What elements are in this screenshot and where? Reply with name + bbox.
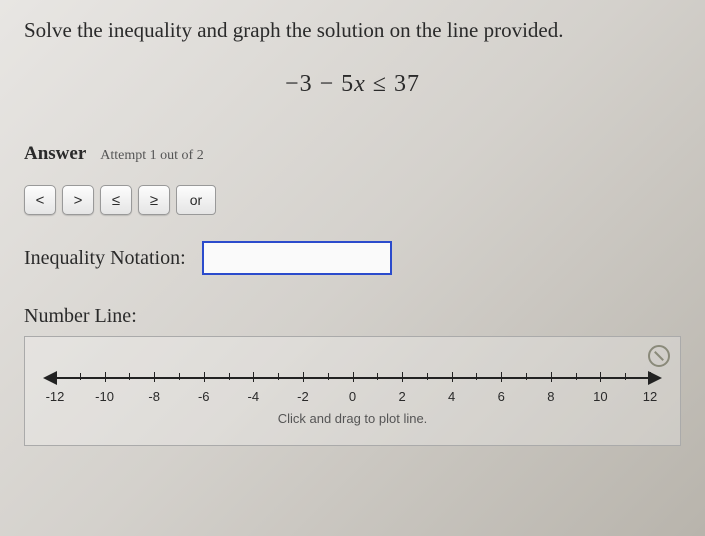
tick: [625, 373, 626, 380]
tick: [402, 372, 403, 382]
tick: [129, 373, 130, 380]
greater-equal-button[interactable]: ≥: [138, 185, 170, 215]
numberline-area[interactable]: -12 -10 -8 -6 -4 -2 0 2 4 6 8 10 12 Click and drag t…: [24, 336, 681, 446]
tick: [278, 373, 279, 380]
eq-variable: x: [354, 71, 366, 97]
tick-label: 4: [448, 389, 455, 404]
numberline-axis: [55, 377, 650, 379]
tick: [551, 372, 552, 382]
eq-relation: ≤: [366, 71, 394, 97]
tick: [452, 372, 453, 382]
tick-label: -10: [95, 389, 114, 404]
tick-label: 0: [349, 389, 356, 404]
symbol-button-row: < > ≤ ≥ or: [24, 185, 681, 215]
tick-label: -6: [198, 389, 210, 404]
tick: [476, 373, 477, 380]
notation-row: Inequality Notation:: [24, 241, 681, 275]
answer-header: Answer Attempt 1 out of 2: [24, 143, 681, 165]
tick: [526, 373, 527, 380]
tick-label: 2: [398, 389, 405, 404]
tick-label: -2: [297, 389, 309, 404]
tick: [154, 372, 155, 382]
tick: [328, 373, 329, 380]
tick-container: [55, 372, 650, 382]
eq-rhs: 37: [394, 71, 420, 97]
tick: [303, 372, 304, 382]
tick-label: -12: [46, 389, 65, 404]
tick: [204, 372, 205, 382]
tick: [55, 372, 56, 382]
tick-label: 10: [593, 389, 607, 404]
less-equal-button[interactable]: ≤: [100, 185, 132, 215]
greater-than-button[interactable]: >: [62, 185, 94, 215]
reset-icon[interactable]: [648, 345, 670, 367]
notation-label: Inequality Notation:: [24, 247, 186, 270]
tick: [80, 373, 81, 380]
less-than-button[interactable]: <: [24, 185, 56, 215]
eq-lhs: −3 − 5: [285, 71, 354, 97]
tick-label: -8: [148, 389, 160, 404]
tick-labels: -12-10-8-6-4-2024681012: [55, 389, 650, 407]
tick: [377, 373, 378, 380]
numberline-hint: Click and drag to plot line.: [25, 411, 680, 426]
tick-label: 6: [498, 389, 505, 404]
tick: [229, 373, 230, 380]
notation-input[interactable]: [202, 241, 392, 275]
or-button[interactable]: or: [176, 185, 216, 215]
tick: [576, 373, 577, 380]
answer-label: Answer: [24, 143, 86, 165]
tick: [650, 372, 651, 382]
tick: [353, 372, 354, 382]
tick-label: 8: [547, 389, 554, 404]
question-prompt: Solve the inequality and graph the solut…: [24, 18, 681, 43]
attempt-text: Attempt 1 out of 2: [100, 148, 203, 164]
tick: [600, 372, 601, 382]
inequality-expression: −3 − 5x ≤ 37: [24, 71, 681, 98]
tick: [105, 372, 106, 382]
tick: [501, 372, 502, 382]
tick-label: -4: [248, 389, 260, 404]
tick: [253, 372, 254, 382]
numberline-label: Number Line:: [24, 305, 681, 328]
tick: [179, 373, 180, 380]
tick-label: 12: [643, 389, 657, 404]
tick: [427, 373, 428, 380]
